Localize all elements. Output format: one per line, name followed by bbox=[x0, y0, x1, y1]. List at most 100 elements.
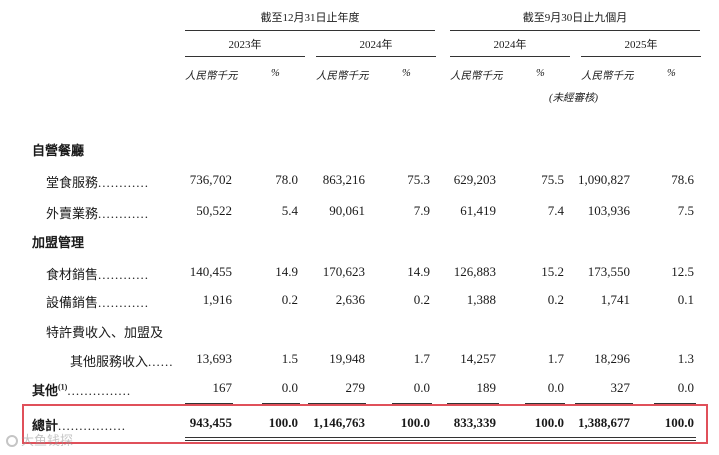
total-highlight-box bbox=[22, 404, 708, 444]
header-year-2024-ytd: 2024年 bbox=[493, 39, 527, 51]
unit-label-2025-ytd: 人民幣千元 bbox=[581, 71, 634, 82]
section-franchise: 加盟管理 bbox=[32, 235, 85, 250]
year-rule-2023 bbox=[185, 56, 305, 57]
cell-2024-ytd-amount: 61,419 bbox=[460, 203, 496, 218]
header-group-annual: 截至12月31日止年度 bbox=[260, 12, 360, 24]
total-rule-2024-ytd-pct bbox=[525, 403, 565, 404]
cell-2025-ytd-pct: 7.5 bbox=[677, 203, 694, 218]
cell-2024-ytd-amount: 833,339 bbox=[453, 415, 496, 430]
cell-2023-pct: 14.9 bbox=[275, 264, 298, 279]
header-year-2023: 2023年 bbox=[228, 39, 262, 51]
cell-2024-annual-amount: 19,948 bbox=[329, 351, 365, 366]
unaudited-note: (未經審核) bbox=[549, 93, 598, 104]
cell-2024-annual-amount: 279 bbox=[345, 380, 366, 395]
cell-2025-ytd-amount: 327 bbox=[610, 380, 631, 395]
cell-2023-amount: 13,693 bbox=[196, 351, 232, 366]
total-rule-2025-ytd-amount bbox=[575, 403, 633, 404]
row-label: 特許費收入、加盟及 bbox=[46, 325, 164, 340]
cell-2024-ytd-pct: 1.7 bbox=[547, 351, 564, 366]
cell-2024-annual-amount: 90,061 bbox=[329, 203, 365, 218]
cell-2023-amount: 50,522 bbox=[196, 203, 232, 218]
cell-2025-ytd-pct: 12.5 bbox=[671, 264, 694, 279]
row-label: 其他(1)............... bbox=[32, 382, 132, 398]
cell-2025-ytd-amount: 1,090,827 bbox=[578, 172, 630, 187]
cell-2024-annual-pct: 0.2 bbox=[413, 292, 430, 307]
pct-label-2025-ytd: % bbox=[667, 68, 676, 79]
cell-2024-annual-pct: 7.9 bbox=[413, 203, 430, 218]
header-group-nine-months: 截至9月30日止九個月 bbox=[522, 12, 628, 24]
cell-2025-ytd-amount: 103,936 bbox=[587, 203, 630, 218]
table-row-ingredients: 食材銷售............ 140,455 14.9 170,623 14… bbox=[0, 264, 719, 282]
cell-2025-ytd-pct: 0.0 bbox=[677, 380, 694, 395]
header-rule-nine-months bbox=[450, 30, 700, 31]
cell-2025-ytd-amount: 1,741 bbox=[600, 292, 630, 307]
cell-2024-annual-amount: 170,623 bbox=[322, 264, 365, 279]
cell-2023-pct: 0.2 bbox=[281, 292, 298, 307]
cell-2024-ytd-pct: 100.0 bbox=[534, 415, 564, 430]
cell-2023-pct: 5.4 bbox=[281, 203, 298, 218]
row-label: 設備銷售............ bbox=[46, 295, 150, 310]
cell-2024-annual-amount: 863,216 bbox=[322, 172, 365, 187]
cell-2024-annual-pct: 14.9 bbox=[407, 264, 430, 279]
cell-2025-ytd-pct: 78.6 bbox=[671, 172, 694, 187]
cell-2024-annual-pct: 0.0 bbox=[413, 380, 430, 395]
bottom-double-rule-2 bbox=[185, 440, 696, 441]
bottom-double-rule-1 bbox=[185, 437, 696, 438]
row-label: 外賣業務............ bbox=[46, 206, 150, 221]
total-rule-2023-pct bbox=[262, 403, 300, 404]
cell-2025-ytd-pct: 0.1 bbox=[677, 292, 694, 307]
watermark-logo-icon bbox=[6, 435, 18, 447]
cell-2024-ytd-amount: 629,203 bbox=[453, 172, 496, 187]
cell-2024-annual-amount: 1,146,763 bbox=[313, 415, 365, 430]
table-row-delivery: 外賣業務............ 50,522 5.4 90,061 7.9 6… bbox=[0, 203, 719, 221]
cell-2024-annual-pct: 1.7 bbox=[413, 351, 430, 366]
header-year-2024-annual: 2024年 bbox=[359, 39, 393, 51]
table-row-dine-in: 堂食服務............ 736,702 78.0 863,216 75… bbox=[0, 172, 719, 190]
cell-2024-annual-pct: 100.0 bbox=[400, 415, 430, 430]
total-rule-2024-annual-pct bbox=[392, 403, 432, 404]
total-rule-2023-amount bbox=[185, 403, 233, 404]
table-row-franchise-fee-heading: 特許費收入、加盟及 bbox=[0, 322, 719, 340]
cell-2024-annual-amount: 2,636 bbox=[335, 292, 365, 307]
cell-2023-pct: 100.0 bbox=[268, 415, 298, 430]
cell-2024-ytd-pct: 7.4 bbox=[547, 203, 564, 218]
year-rule-2024-annual bbox=[316, 56, 436, 57]
year-rule-2024-ytd bbox=[450, 56, 570, 57]
cell-2024-ytd-amount: 189 bbox=[476, 380, 497, 395]
cell-2025-ytd-amount: 173,550 bbox=[587, 264, 630, 279]
row-label: 其他服務收入...... bbox=[70, 354, 174, 369]
table-row-others: 其他(1)............... 167 0.0 279 0.0 189… bbox=[0, 380, 719, 398]
cell-2023-pct: 78.0 bbox=[275, 172, 298, 187]
watermark: 大鱼钱探 bbox=[6, 430, 73, 449]
cell-2024-ytd-pct: 75.5 bbox=[541, 172, 564, 187]
cell-2025-ytd-amount: 18,296 bbox=[594, 351, 630, 366]
cell-2025-ytd-amount: 1,388,677 bbox=[578, 415, 630, 430]
table-row-franchise-fee: 其他服務收入...... 13,693 1.5 19,948 1.7 14,25… bbox=[0, 351, 719, 369]
cell-2025-ytd-pct: 100.0 bbox=[664, 415, 694, 430]
total-rule-2024-annual-amount bbox=[308, 403, 366, 404]
pct-label-2023: % bbox=[271, 68, 280, 79]
cell-2024-ytd-pct: 0.2 bbox=[547, 292, 564, 307]
total-rule-2024-ytd-amount bbox=[447, 403, 499, 404]
section-self-operated: 自營餐廳 bbox=[32, 143, 85, 158]
cell-2025-ytd-pct: 1.3 bbox=[677, 351, 694, 366]
table-row-equipment: 設備銷售............ 1,916 0.2 2,636 0.2 1,3… bbox=[0, 292, 719, 310]
footnote-marker: (1) bbox=[58, 382, 68, 392]
total-rule-2025-ytd-pct bbox=[654, 403, 696, 404]
unit-label-2023: 人民幣千元 bbox=[185, 71, 238, 82]
year-rule-2025-ytd bbox=[581, 56, 701, 57]
cell-2023-pct: 1.5 bbox=[281, 351, 298, 366]
cell-2024-ytd-amount: 14,257 bbox=[460, 351, 496, 366]
pct-label-2024-annual: % bbox=[402, 68, 411, 79]
cell-2023-amount: 140,455 bbox=[189, 264, 232, 279]
pct-label-2024-ytd: % bbox=[536, 68, 545, 79]
header-rule-annual bbox=[185, 30, 435, 31]
cell-2023-amount: 167 bbox=[212, 380, 233, 395]
header-year-2025-ytd: 2025年 bbox=[624, 39, 658, 51]
cell-2024-annual-pct: 75.3 bbox=[407, 172, 430, 187]
row-label: 總計................ bbox=[32, 418, 127, 433]
row-label: 堂食服務............ bbox=[46, 175, 150, 190]
row-label: 食材銷售............ bbox=[46, 267, 150, 282]
cell-2023-pct: 0.0 bbox=[281, 380, 298, 395]
cell-2023-amount: 736,702 bbox=[189, 172, 232, 187]
